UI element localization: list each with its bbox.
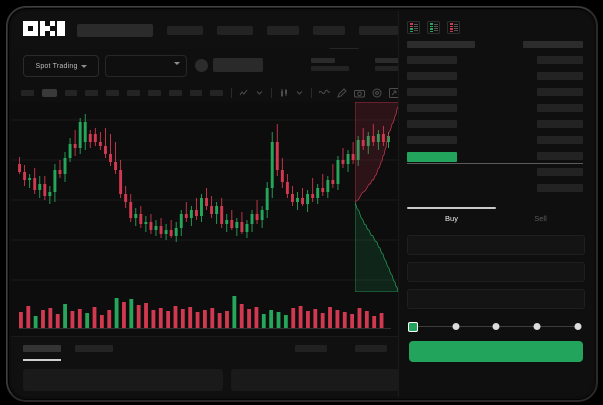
nav-item-derivatives[interactable] <box>267 25 299 35</box>
indicators-icon[interactable] <box>239 88 249 98</box>
orderbook-row-right[interactable] <box>537 136 583 144</box>
tab-sell[interactable]: Sell <box>534 214 547 223</box>
timeframe-30m[interactable] <box>85 89 99 96</box>
timeframe-1m[interactable] <box>21 89 34 96</box>
tab-order-history[interactable] <box>75 345 113 352</box>
chart-toolbar <box>11 83 400 103</box>
orderbook-row-right[interactable] <box>537 104 583 112</box>
amount-field[interactable] <box>407 262 585 282</box>
okx-logo[interactable] <box>23 21 65 37</box>
trading-mode-label: Spot Trading <box>35 62 78 70</box>
orderbook-right-header <box>523 41 583 48</box>
bottom-action-hide-other-pairs[interactable] <box>295 345 327 352</box>
orderbook-depth-chart <box>355 102 399 292</box>
orderbook-divider <box>407 163 583 164</box>
orderbook-row-left[interactable] <box>407 104 457 112</box>
candlestick-chart-canvas <box>11 114 399 281</box>
trading-mode-selector[interactable]: Spot Trading <box>23 55 99 77</box>
orders-panel <box>11 336 427 397</box>
primary-nav <box>77 23 399 37</box>
orderbook-row-left[interactable] <box>407 72 457 80</box>
orderbook-left-header <box>407 41 475 48</box>
bottom-action-cancel-all[interactable] <box>355 345 387 352</box>
bottom-panel-left <box>23 369 223 391</box>
slider-stop-100[interactable] <box>574 323 582 330</box>
toolbar-divider <box>271 87 273 98</box>
orderbook-row-right[interactable] <box>537 56 583 64</box>
depth-chart-canvas <box>355 102 399 292</box>
chevron-down-icon <box>80 64 87 68</box>
place-buy-order-button[interactable] <box>409 341 583 362</box>
coin-avatar <box>195 59 208 72</box>
tablet-device-frame: Spot Trading <box>6 6 598 402</box>
order-panel: Buy Sell <box>398 11 593 397</box>
volume-bar-chart <box>19 296 391 329</box>
nav-item-trade[interactable] <box>217 25 253 35</box>
orderbook-list[interactable] <box>399 39 593 204</box>
timeframe-1mo[interactable] <box>189 89 203 96</box>
toolbar-divider <box>231 87 233 98</box>
timeframe-1w[interactable] <box>168 89 182 96</box>
orderbook-row-left[interactable] <box>407 136 457 144</box>
timeframe-more[interactable] <box>210 89 224 96</box>
timeframe-5m[interactable] <box>41 88 57 97</box>
timeframe-4h[interactable] <box>127 89 140 96</box>
settings-icon[interactable] <box>372 88 382 98</box>
orders-panel-tabs <box>23 345 113 352</box>
tab-buy[interactable]: Buy <box>445 214 458 223</box>
amount-percent-slider[interactable] <box>408 322 582 332</box>
orderbook-row-right[interactable] <box>537 152 583 160</box>
tab-open-orders[interactable] <box>23 345 61 352</box>
orderbook-row-right[interactable] <box>537 184 583 192</box>
pair-name-placeholder <box>213 58 263 72</box>
timeframe-1d[interactable] <box>147 89 161 96</box>
timeframe-1h[interactable] <box>106 89 120 96</box>
orderbook-row-right[interactable] <box>537 120 583 128</box>
chevron-down-icon[interactable] <box>256 89 263 96</box>
slider-handle[interactable] <box>408 322 418 332</box>
order-form <box>407 235 585 315</box>
nav-item-buy-crypto[interactable] <box>77 23 153 37</box>
price-chart[interactable] <box>11 102 399 337</box>
toolbar-divider <box>311 87 313 98</box>
orderbook-row-left[interactable] <box>407 120 457 128</box>
pencil-icon[interactable] <box>337 87 347 98</box>
screen: Spot Trading <box>11 11 593 397</box>
chevron-down-icon <box>174 62 180 65</box>
orderbook-mode-sell[interactable] <box>447 21 460 34</box>
orderbook-row-right[interactable] <box>537 88 583 96</box>
orderbook-mode-group <box>407 21 460 34</box>
price-field[interactable] <box>407 235 585 255</box>
slider-stop-50[interactable] <box>492 323 500 330</box>
timeframe-15m[interactable] <box>64 89 78 96</box>
order-side-tabs: Buy Sell <box>407 207 585 231</box>
active-side-underline <box>407 207 496 209</box>
orderbook-mode-both[interactable] <box>407 21 420 34</box>
orderbook-row-left[interactable] <box>407 56 457 64</box>
line-wave-icon[interactable] <box>319 88 331 97</box>
stat-last-price <box>311 58 351 71</box>
chevron-down-icon[interactable] <box>296 89 303 96</box>
nav-item-more[interactable] <box>359 25 399 35</box>
nav-item-markets[interactable] <box>167 25 203 35</box>
total-field[interactable] <box>407 289 585 309</box>
nav-item-earn[interactable] <box>313 25 345 35</box>
orderbook-row-left-highlight[interactable] <box>407 152 457 162</box>
orderbook-mode-buy[interactable] <box>427 21 440 34</box>
camera-icon[interactable] <box>354 88 366 98</box>
orderbook-row-right[interactable] <box>537 72 583 80</box>
orderbook-row-right[interactable] <box>537 168 583 176</box>
slider-stop-75[interactable] <box>533 323 541 330</box>
slider-stop-25[interactable] <box>452 323 460 330</box>
chart-type-icon[interactable] <box>279 88 289 98</box>
active-tab-underline <box>23 359 61 361</box>
pair-selector[interactable] <box>105 55 187 77</box>
orderbook-row-left[interactable] <box>407 88 457 96</box>
bottom-panel-right <box>231 369 427 391</box>
